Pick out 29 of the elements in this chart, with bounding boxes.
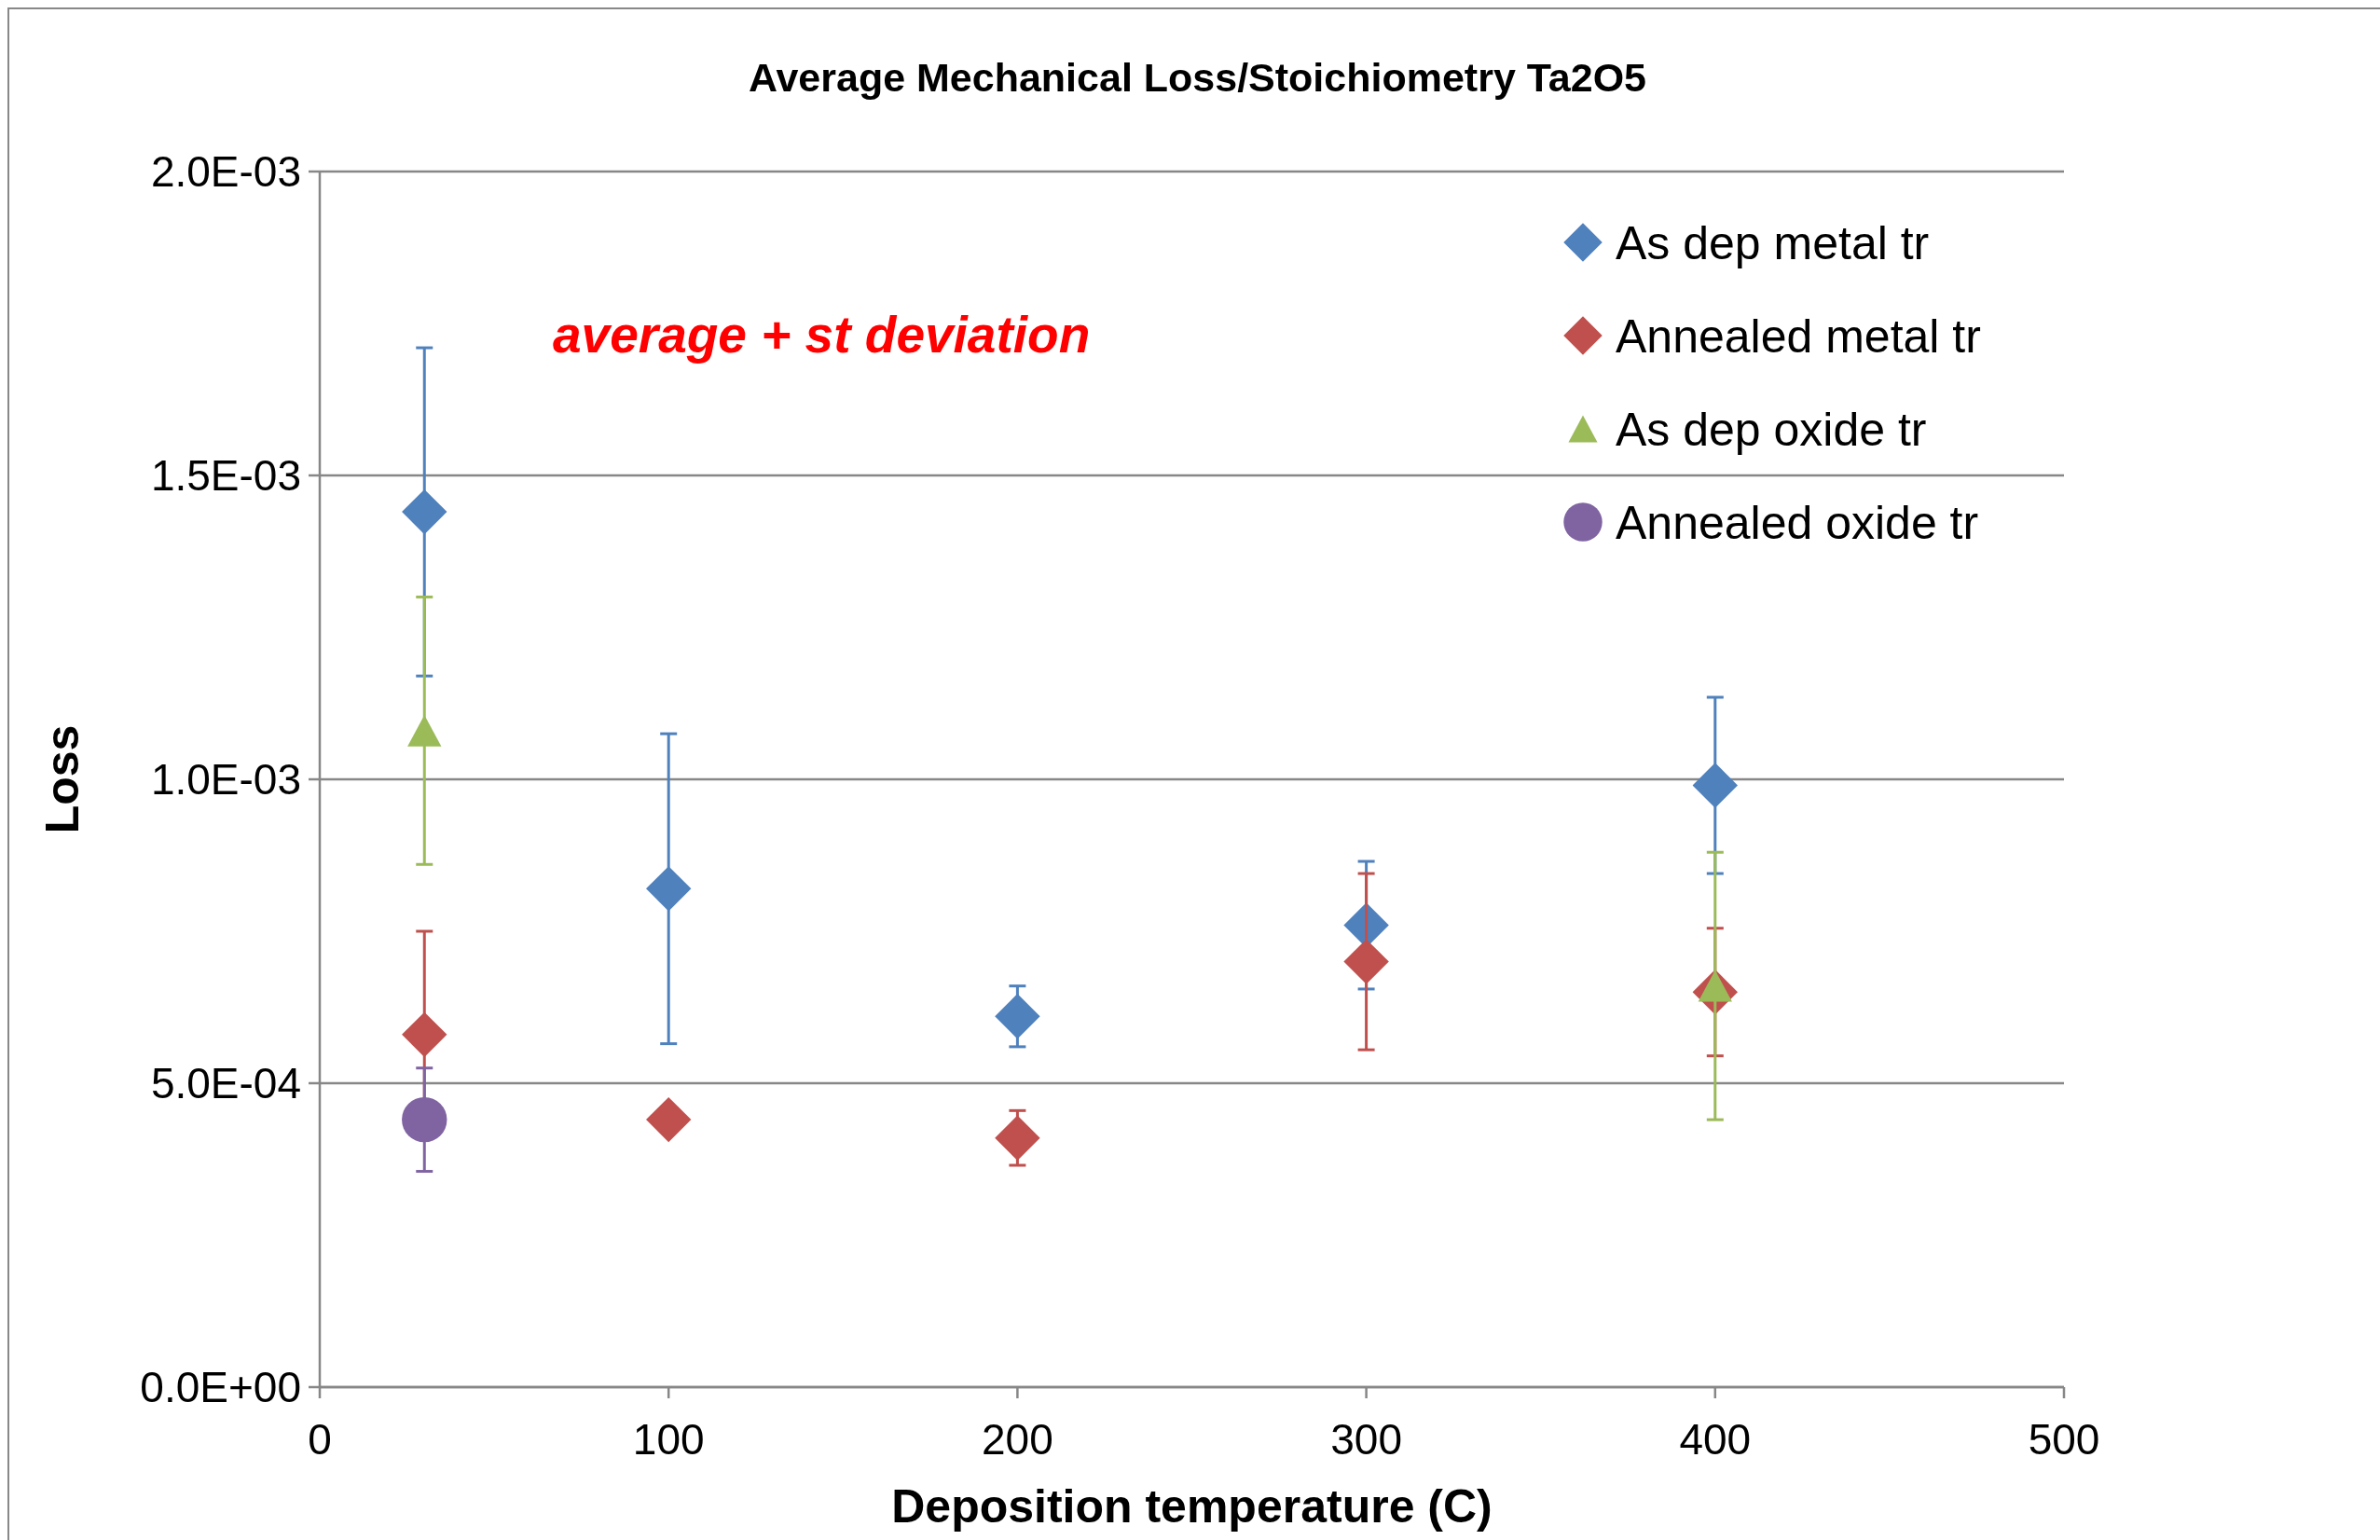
y-tick-label: 0.0E+00 bbox=[140, 1363, 301, 1412]
y-tick-label: 5.0E-04 bbox=[150, 1059, 301, 1108]
x-tick-label: 300 bbox=[1330, 1415, 1402, 1464]
x-tick-label: 0 bbox=[308, 1415, 332, 1464]
point bbox=[407, 714, 442, 747]
point bbox=[995, 1115, 1040, 1161]
point bbox=[645, 866, 692, 912]
point bbox=[402, 488, 447, 535]
annotation: average + st deviation bbox=[553, 306, 1091, 364]
point bbox=[645, 1096, 692, 1143]
x-tick-label: 200 bbox=[982, 1415, 1053, 1464]
point bbox=[995, 994, 1040, 1039]
legend-label: Annealed metal tr bbox=[1616, 309, 1981, 363]
legend-label: As dep oxide tr bbox=[1616, 403, 1927, 456]
point bbox=[402, 1011, 447, 1058]
point bbox=[1343, 939, 1389, 984]
x-axis-title: Deposition temperature (C) bbox=[891, 1480, 1493, 1533]
x-tick-label: 500 bbox=[2028, 1415, 2100, 1464]
legend-label: Annealed oxide tr bbox=[1616, 496, 1979, 549]
y-tick-label: 1.0E-03 bbox=[150, 755, 301, 804]
x-tick-label: 100 bbox=[632, 1415, 705, 1464]
point bbox=[1692, 763, 1739, 808]
point bbox=[402, 1096, 447, 1143]
y-tick-label: 2.0E-03 bbox=[150, 147, 301, 197]
legend-label: As dep metal tr bbox=[1616, 216, 1930, 269]
x-tick-label: 400 bbox=[1679, 1415, 1752, 1464]
y-tick-label: 1.5E-03 bbox=[150, 451, 301, 501]
chart-title: Average Mechanical Loss/Stoichiometry Ta2O5 bbox=[748, 55, 1647, 100]
y-axis-title: Loss bbox=[36, 724, 89, 834]
